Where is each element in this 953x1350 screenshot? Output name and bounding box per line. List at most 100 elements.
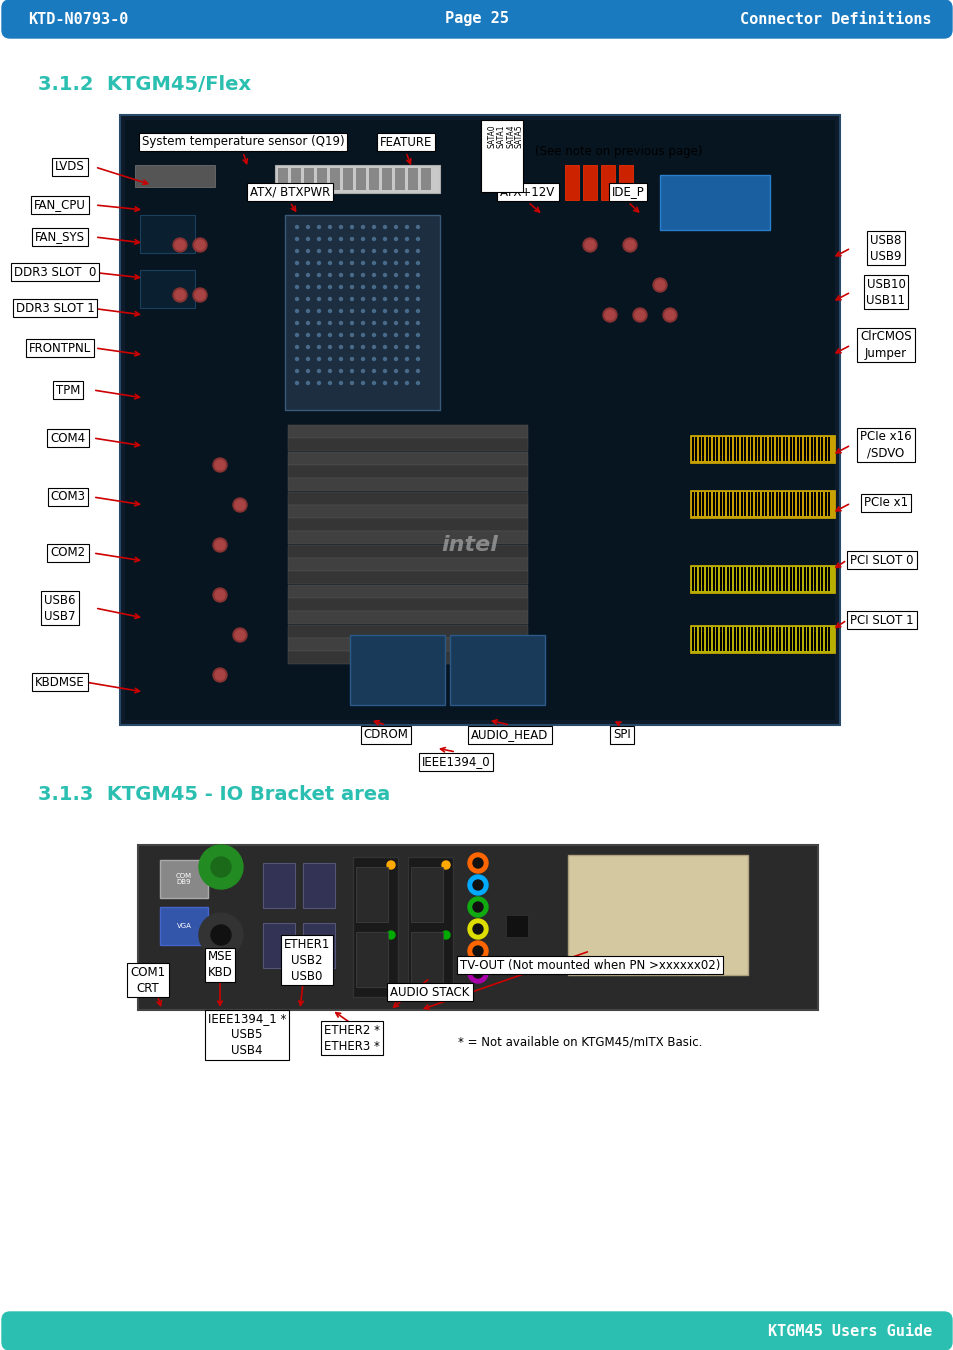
Circle shape bbox=[350, 262, 354, 265]
Circle shape bbox=[306, 321, 309, 324]
Circle shape bbox=[633, 308, 646, 323]
Text: TV-OUT (Not mounted when PN >xxxxxx02): TV-OUT (Not mounted when PN >xxxxxx02) bbox=[459, 958, 720, 972]
Circle shape bbox=[306, 274, 309, 277]
Circle shape bbox=[372, 225, 375, 228]
Circle shape bbox=[339, 370, 342, 373]
Bar bbox=[751, 567, 753, 591]
Bar bbox=[772, 567, 774, 591]
Bar bbox=[747, 567, 749, 591]
Circle shape bbox=[295, 285, 298, 289]
Circle shape bbox=[194, 240, 205, 250]
Circle shape bbox=[295, 297, 298, 301]
Circle shape bbox=[361, 358, 364, 360]
Circle shape bbox=[295, 346, 298, 348]
Circle shape bbox=[213, 668, 227, 682]
Circle shape bbox=[172, 288, 187, 302]
Circle shape bbox=[174, 240, 185, 250]
Text: TPM: TPM bbox=[56, 383, 80, 397]
Bar bbox=[705, 491, 707, 516]
Circle shape bbox=[194, 290, 205, 300]
Circle shape bbox=[328, 274, 331, 277]
Bar bbox=[716, 626, 718, 651]
Text: COM3: COM3 bbox=[51, 490, 86, 504]
Bar bbox=[779, 567, 781, 591]
Bar bbox=[330, 167, 339, 190]
Text: IDE_P: IDE_P bbox=[611, 185, 643, 198]
Bar bbox=[789, 567, 791, 591]
Bar bbox=[722, 626, 724, 651]
Circle shape bbox=[339, 250, 342, 252]
Bar bbox=[764, 626, 767, 651]
Bar bbox=[806, 437, 809, 460]
Bar bbox=[303, 863, 335, 909]
Bar bbox=[160, 907, 208, 945]
Bar bbox=[793, 437, 795, 460]
Circle shape bbox=[372, 321, 375, 324]
Circle shape bbox=[405, 274, 408, 277]
Bar bbox=[782, 491, 784, 516]
Circle shape bbox=[317, 346, 320, 348]
Bar bbox=[140, 215, 194, 252]
Bar bbox=[699, 567, 700, 591]
Bar bbox=[761, 626, 763, 651]
Bar bbox=[817, 437, 820, 460]
Circle shape bbox=[652, 278, 666, 292]
Circle shape bbox=[441, 931, 450, 940]
Bar bbox=[761, 567, 763, 591]
Bar bbox=[810, 437, 812, 460]
Circle shape bbox=[317, 250, 320, 252]
Circle shape bbox=[416, 274, 419, 277]
Bar bbox=[737, 437, 739, 460]
Circle shape bbox=[295, 274, 298, 277]
Text: USB10
USB11: USB10 USB11 bbox=[865, 278, 904, 306]
Bar bbox=[411, 867, 442, 922]
Bar bbox=[695, 437, 697, 460]
Circle shape bbox=[174, 290, 185, 300]
Text: PCIe x16
/SDVO: PCIe x16 /SDVO bbox=[860, 431, 911, 459]
Circle shape bbox=[468, 896, 488, 917]
Bar bbox=[817, 491, 820, 516]
Bar bbox=[288, 464, 527, 478]
Circle shape bbox=[295, 333, 298, 336]
Bar bbox=[775, 437, 778, 460]
Bar bbox=[722, 491, 724, 516]
Text: DDR3 SLOT  0: DDR3 SLOT 0 bbox=[13, 266, 96, 278]
Circle shape bbox=[416, 333, 419, 336]
Text: IEEE1394_1 *
USB5
USB4: IEEE1394_1 * USB5 USB4 bbox=[208, 1012, 286, 1057]
Bar bbox=[824, 626, 826, 651]
Bar bbox=[709, 626, 711, 651]
Bar bbox=[733, 437, 735, 460]
Circle shape bbox=[383, 274, 386, 277]
Bar bbox=[699, 437, 700, 460]
Circle shape bbox=[317, 274, 320, 277]
Bar bbox=[120, 115, 840, 725]
Bar bbox=[285, 215, 439, 410]
Bar bbox=[705, 626, 707, 651]
Bar bbox=[751, 491, 753, 516]
Bar bbox=[768, 491, 770, 516]
Bar bbox=[420, 167, 431, 190]
Bar bbox=[395, 167, 405, 190]
Circle shape bbox=[193, 288, 207, 302]
Bar bbox=[779, 437, 781, 460]
Bar bbox=[618, 165, 633, 200]
Circle shape bbox=[306, 285, 309, 289]
Bar bbox=[775, 626, 778, 651]
Circle shape bbox=[405, 238, 408, 240]
Circle shape bbox=[328, 297, 331, 301]
Circle shape bbox=[339, 225, 342, 228]
Circle shape bbox=[584, 240, 595, 250]
Circle shape bbox=[416, 297, 419, 301]
Bar bbox=[691, 437, 693, 460]
Bar bbox=[806, 491, 809, 516]
Circle shape bbox=[372, 346, 375, 348]
Bar bbox=[814, 491, 816, 516]
Circle shape bbox=[416, 370, 419, 373]
Bar bbox=[701, 626, 703, 651]
Circle shape bbox=[339, 358, 342, 360]
Bar bbox=[353, 857, 397, 998]
Circle shape bbox=[395, 333, 397, 336]
Bar bbox=[768, 437, 770, 460]
Bar bbox=[288, 518, 527, 531]
Bar bbox=[733, 567, 735, 591]
